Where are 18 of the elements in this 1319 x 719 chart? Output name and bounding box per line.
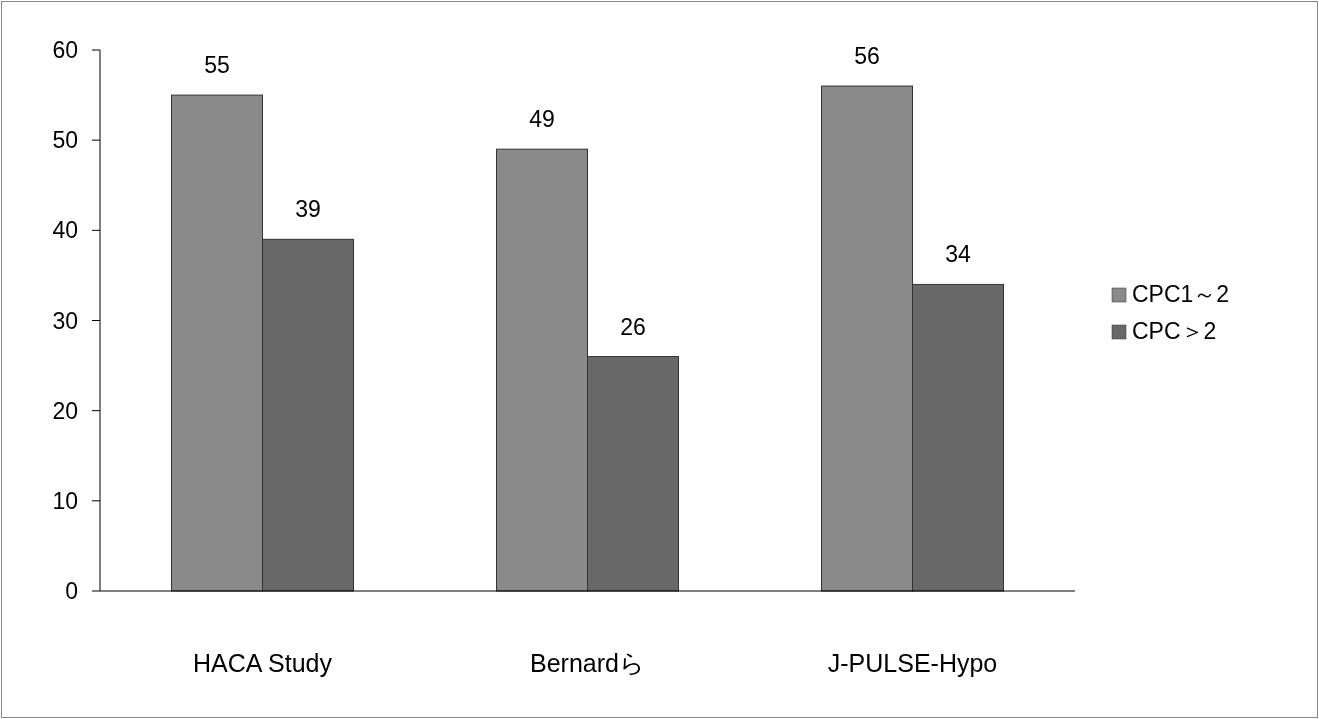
data-label: 39	[295, 196, 321, 223]
y-tick-label: 50	[52, 127, 78, 154]
x-tick-label: Bernardら	[530, 649, 645, 677]
legend-label: CPC＞2	[1132, 318, 1217, 344]
data-label: 34	[945, 241, 971, 268]
y-tick-label: 0	[65, 578, 78, 604]
x-tick-label: HACA Study	[193, 649, 333, 677]
legend-label: CPC1～2	[1132, 281, 1230, 307]
data-label: 55	[204, 52, 230, 79]
data-label: 26	[620, 313, 646, 340]
y-tick-label: 60	[52, 37, 78, 63]
y-tick-label: 40	[52, 217, 78, 244]
y-tick-label: 30	[52, 307, 78, 334]
y-tick-label: 20	[52, 397, 78, 424]
data-label: 56	[854, 43, 880, 70]
x-tick-label: J-PULSE-Hypo	[827, 649, 998, 677]
y-tick-label: 10	[52, 487, 78, 514]
data-label: 49	[529, 106, 555, 133]
